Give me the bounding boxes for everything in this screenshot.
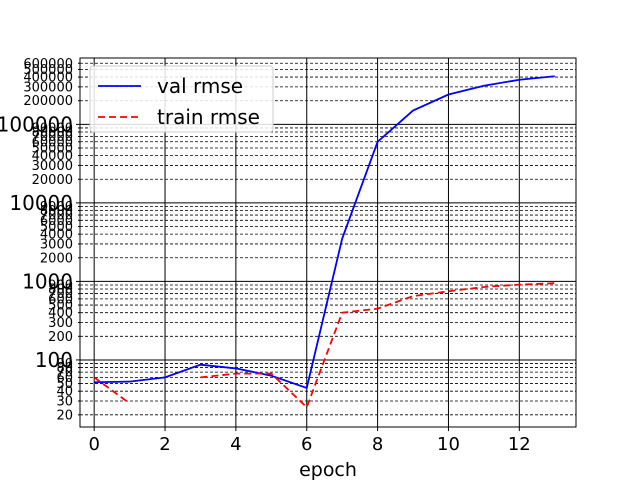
y-minor-tick-label: 50000 bbox=[32, 142, 73, 157]
plot-frame bbox=[79, 57, 577, 428]
legend: val rmse train rmse bbox=[89, 65, 274, 133]
y-minor-tick-label: 60000 bbox=[32, 135, 73, 150]
legend-label: train rmse bbox=[157, 105, 260, 129]
y-minor-tick-label: 500000 bbox=[23, 63, 73, 78]
legend-box bbox=[89, 65, 274, 133]
y-minor-tick-label: 80 bbox=[56, 361, 73, 376]
y-minor-tick-label: 400000 bbox=[23, 71, 73, 86]
x-tick-label: 8 bbox=[372, 434, 383, 455]
y-minor-tick-label: 50 bbox=[56, 377, 73, 392]
y-minor-tick-label: 20000 bbox=[32, 173, 73, 188]
y-ticks: 1001000100001000002030405060708090200300… bbox=[0, 57, 80, 423]
x-tick-label: 6 bbox=[301, 434, 312, 455]
y-minor-tick-label: 600 bbox=[48, 292, 73, 307]
x-tick-label: 4 bbox=[230, 434, 241, 455]
y-minor-tick-label: 90 bbox=[56, 357, 73, 372]
series-line-train-rmse bbox=[93, 376, 131, 405]
y-minor-tick-label: 2000 bbox=[40, 251, 73, 266]
series-line-train-rmse bbox=[200, 282, 555, 409]
x-tick-label: 2 bbox=[159, 434, 170, 455]
x-tick-label: 0 bbox=[88, 434, 99, 455]
y-minor-tick-label: 5000 bbox=[40, 220, 73, 235]
legend-label: val rmse bbox=[157, 74, 243, 98]
y-minor-tick-label: 60 bbox=[56, 371, 73, 386]
y-minor-tick-label: 6000 bbox=[40, 214, 73, 229]
y-minor-tick-label: 9000 bbox=[40, 200, 73, 215]
y-minor-tick-label: 300000 bbox=[23, 80, 73, 95]
x-tick-label: 12 bbox=[508, 434, 531, 455]
y-minor-tick-label: 400 bbox=[48, 306, 73, 321]
y-minor-tick-label: 500 bbox=[48, 299, 73, 314]
y-minor-tick-label: 7000 bbox=[40, 209, 73, 224]
y-minor-tick-label: 600000 bbox=[23, 57, 73, 72]
y-minor-tick-label: 90000 bbox=[32, 121, 73, 136]
y-minor-tick-label: 70 bbox=[56, 366, 73, 381]
y-minor-tick-label: 40 bbox=[56, 385, 73, 400]
y-minor-tick-label: 70000 bbox=[32, 130, 73, 145]
y-major-tick-label: 1000 bbox=[22, 269, 73, 293]
series-line-val-rmse bbox=[94, 75, 555, 390]
y-minor-tick-label: 30000 bbox=[32, 159, 73, 174]
series-layer bbox=[93, 75, 555, 409]
y-minor-tick-label: 4000 bbox=[40, 228, 73, 243]
y-major-tick-label: 100 bbox=[35, 348, 73, 372]
y-minor-tick-label: 3000 bbox=[40, 237, 73, 252]
y-minor-tick-label: 40000 bbox=[32, 149, 73, 164]
y-minor-tick-label: 900 bbox=[48, 279, 73, 294]
y-minor-tick-label: 200 bbox=[48, 330, 73, 345]
y-minor-tick-label: 8000 bbox=[40, 204, 73, 219]
x-axis-label: epoch bbox=[299, 459, 357, 480]
y-minor-tick-label: 200000 bbox=[23, 94, 73, 109]
x-tick-label: 10 bbox=[437, 434, 460, 455]
y-minor-tick-label: 30 bbox=[56, 395, 73, 410]
y-minor-tick-label: 300 bbox=[48, 316, 73, 331]
y-minor-tick-label: 80000 bbox=[32, 125, 73, 140]
y-minor-tick-label: 700 bbox=[48, 287, 73, 302]
y-major-tick-label: 100000 bbox=[0, 112, 73, 136]
y-minor-tick-label: 800 bbox=[48, 283, 73, 298]
y-minor-tick-label: 20 bbox=[56, 408, 73, 423]
y-major-tick-label: 10000 bbox=[9, 191, 73, 215]
x-ticks: 0 2 4 6 8 10 12 bbox=[88, 427, 531, 455]
